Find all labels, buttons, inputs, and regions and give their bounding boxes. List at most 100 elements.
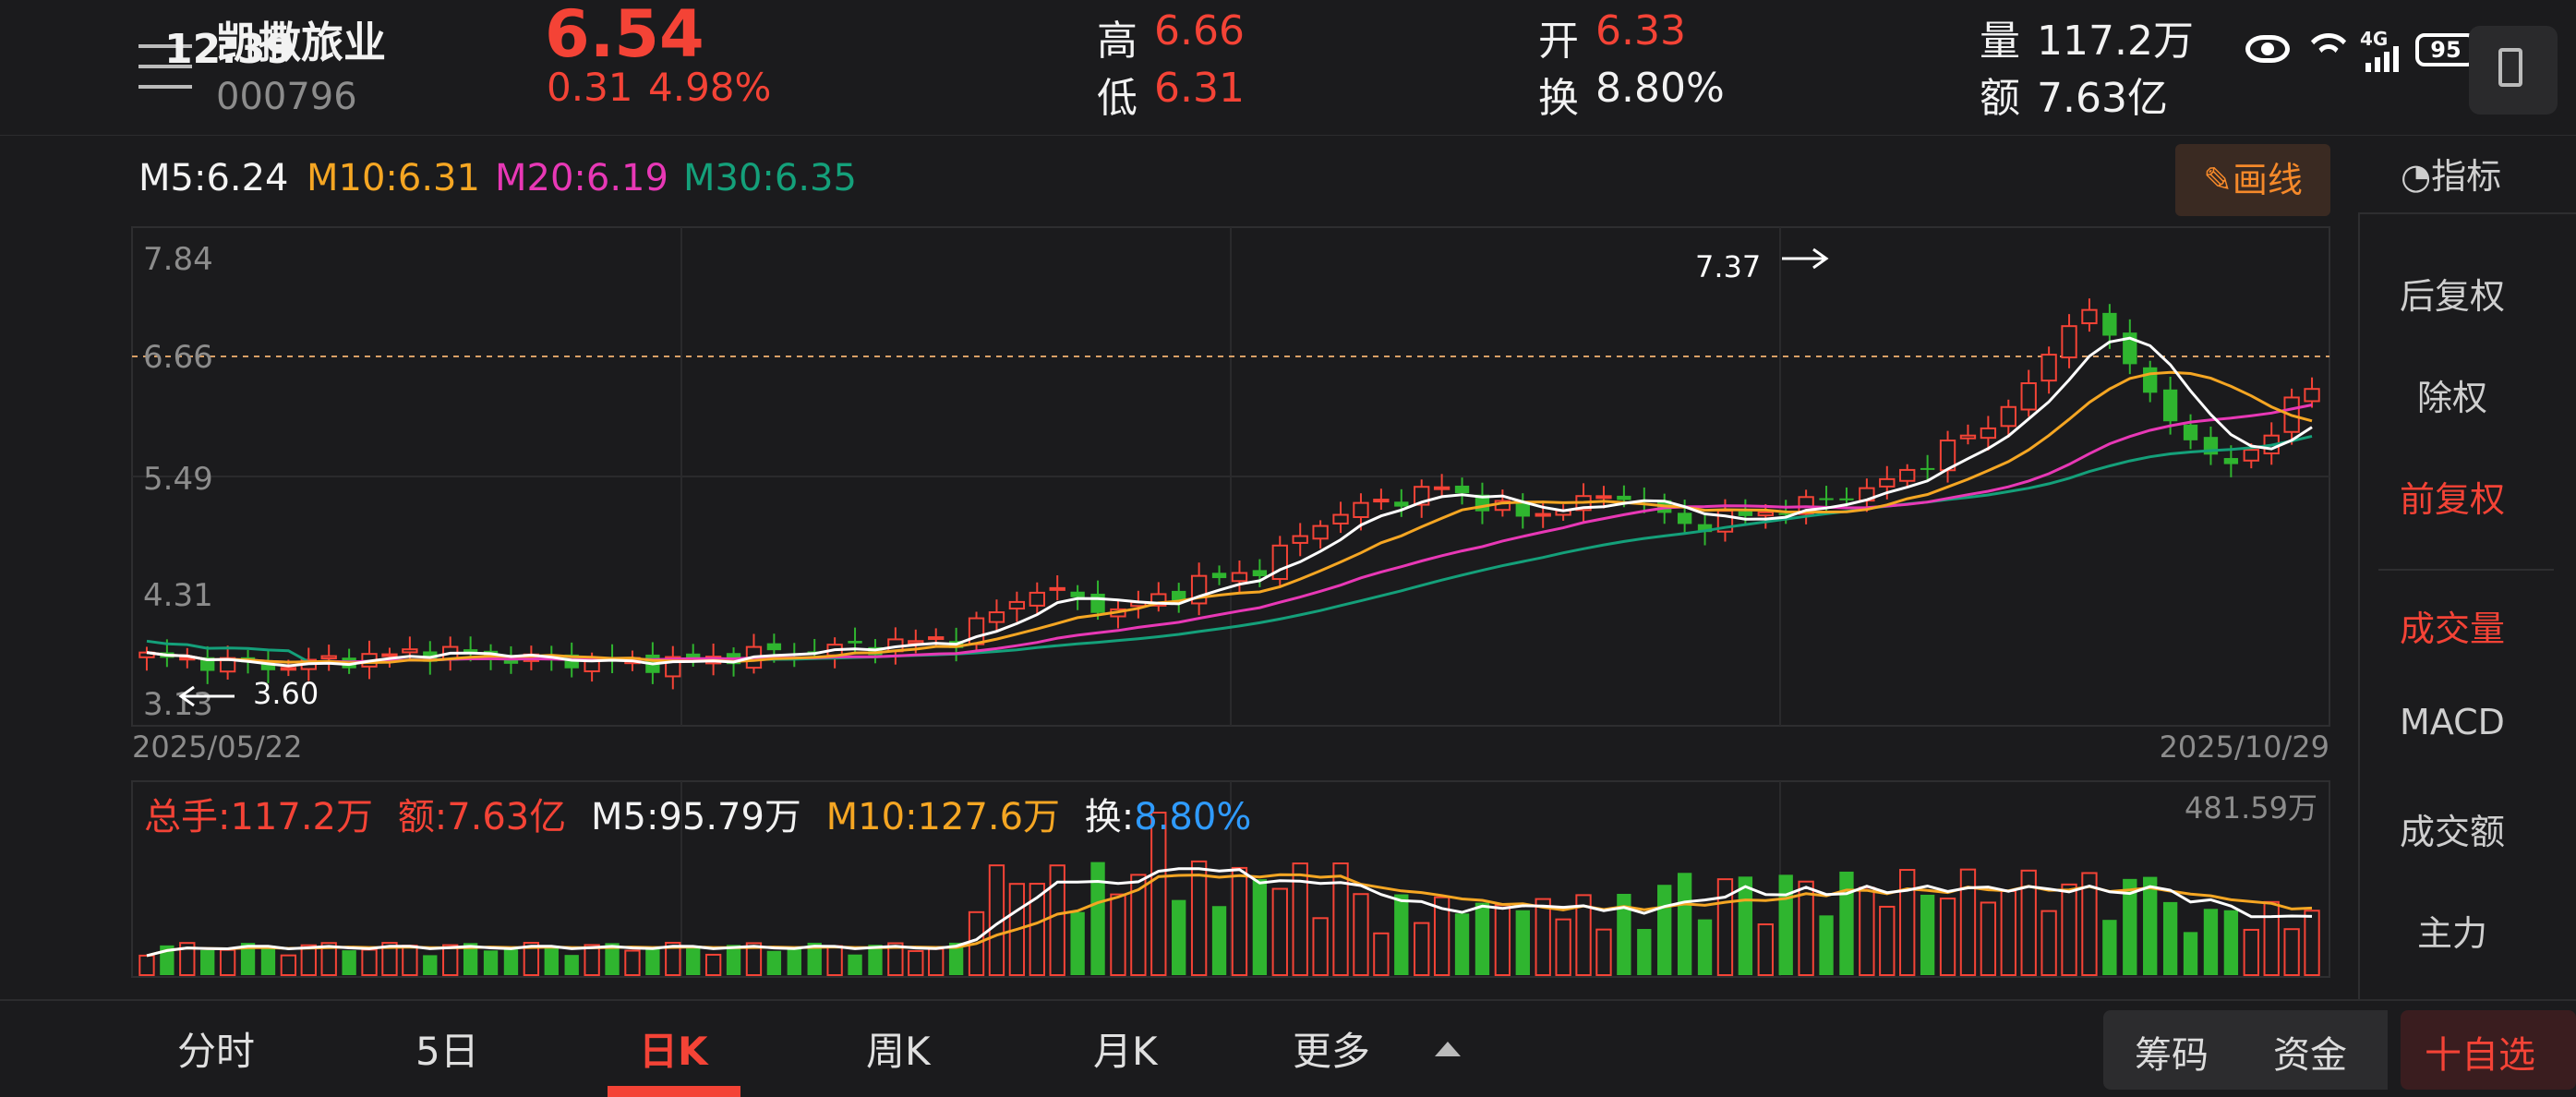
volume-bar (1373, 932, 1390, 976)
pencil-icon: ✎ (2203, 160, 2233, 200)
volume-bar (908, 949, 924, 976)
funds-label: 资金 (2273, 1034, 2347, 1077)
status-time: 12:39 (164, 26, 295, 73)
tab-monthly-k[interactable]: 月K (1093, 1029, 1158, 1074)
volume-ma5-line (146, 867, 2313, 958)
volume-bar (200, 949, 215, 975)
volume-bar (1353, 893, 1369, 976)
candle (1980, 427, 1997, 440)
sidebar-divider (2378, 569, 2554, 571)
candle (2040, 354, 2057, 382)
ma20-legend: M20:6.19 (495, 157, 668, 199)
tab-weekly-k[interactable]: 周K (866, 1029, 931, 1074)
volume-bar (1920, 894, 1935, 975)
sidebar-item-main-force[interactable]: 主力 (2416, 913, 2487, 954)
candle (1008, 600, 1026, 610)
draw-line-button[interactable]: ✎画线 (2175, 144, 2330, 216)
volume-bar (342, 950, 356, 975)
volume-bar (2183, 932, 2198, 975)
volume-bar (726, 945, 741, 975)
volume-amount: 额:7.63亿 (397, 796, 567, 838)
candle (1617, 495, 1631, 500)
volume-bar (745, 942, 763, 977)
candle (1433, 486, 1451, 490)
tab-daily-k[interactable]: 日K (639, 1029, 708, 1074)
candle (463, 649, 478, 654)
price-change-pct: 4.98% (648, 65, 772, 110)
candle (1454, 485, 1470, 494)
candle (1252, 570, 1268, 577)
volume-bar (1617, 894, 1631, 975)
volume-m10: M10:127.6万 (825, 796, 1061, 838)
volume-bar (2203, 909, 2219, 975)
ma10-legend: M10:6.31 (307, 157, 480, 199)
candle (908, 640, 924, 645)
current-price: 6.54 (545, 0, 704, 72)
sidebar-item-volume[interactable]: 成交量 (2399, 609, 2505, 649)
volume-bar (1172, 899, 1186, 975)
kline-chart[interactable]: 7.84 6.66 5.49 4.31 3.13 7.37 3.60 2025/… (0, 0, 2576, 1016)
indicator-button[interactable]: ◔指标 (2401, 156, 2502, 197)
volume-bar (1494, 904, 1511, 976)
volume-bar (219, 948, 236, 976)
stock-code: 000796 (216, 76, 357, 118)
volume-bar (807, 942, 822, 975)
turnover-label: 换 (1538, 75, 1579, 122)
candle (1312, 524, 1329, 540)
volume-bar (1090, 862, 1105, 975)
volume-bar (1515, 910, 1530, 975)
volume-bar (361, 948, 378, 976)
volume-bar (240, 943, 256, 975)
caret-up-icon[interactable] (1435, 1042, 1461, 1056)
volume-total: 总手:117.2万 (144, 796, 373, 838)
stock-name: 凯撒旅业 (216, 18, 386, 67)
price-tick-label: 7.84 (143, 241, 213, 278)
candle (1292, 535, 1308, 544)
volume-bar (138, 954, 155, 977)
candle (2081, 308, 2098, 325)
wifi-icon (2305, 30, 2353, 70)
funds-button[interactable] (2249, 1010, 2388, 1090)
volume-bar (1677, 873, 1692, 975)
sidebar-item-macd[interactable]: MACD (2400, 702, 2505, 742)
volume-bar (1070, 911, 1085, 975)
price-tick-label: 4.31 (143, 577, 213, 614)
candle (766, 643, 782, 651)
sidebar-item-amount[interactable]: 成交额 (2399, 812, 2505, 852)
rotate-icon (2498, 48, 2522, 87)
candle (1879, 477, 1896, 488)
tab-active-indicator (608, 1086, 740, 1097)
tab-5day[interactable]: 5日 (415, 1029, 479, 1074)
landscape-toggle-button[interactable] (2469, 26, 2558, 115)
candle (848, 641, 862, 644)
tab-intraday[interactable]: 分时 (177, 1029, 256, 1074)
add-watchlist-button[interactable] (2401, 1010, 2576, 1090)
bottom-divider (0, 999, 2576, 1001)
candle (1899, 468, 1916, 482)
sidebar-item-ex-right[interactable]: 除权 (2416, 378, 2487, 418)
volume-bar (523, 942, 540, 976)
sidebar-item-pre-adjust[interactable]: 前复权 (2399, 479, 2505, 520)
ma5-line (146, 336, 2313, 668)
price-tick-label: 3.13 (143, 686, 213, 723)
volume-bar (1110, 893, 1126, 977)
menu-icon[interactable] (138, 37, 192, 92)
volume-bar (2040, 910, 2057, 976)
candle (503, 659, 519, 664)
eye-icon (2245, 35, 2290, 63)
volume-bar (1879, 905, 1896, 976)
volume-bar (704, 953, 722, 977)
volume-bar (320, 942, 337, 976)
volume-bar (1475, 902, 1490, 975)
price-change: 0.31 (547, 65, 633, 110)
tab-more[interactable]: 更多 (1293, 1029, 1371, 1074)
volume-bar (1899, 869, 1916, 976)
volume-bar (1433, 896, 1451, 977)
volume-bar (1839, 871, 1854, 975)
volume-bar (483, 950, 499, 975)
sidebar-item-post-adjust[interactable]: 后复权 (2399, 276, 2505, 317)
candle (1697, 524, 1713, 533)
volume-max-label: 481.59万 (2185, 790, 2317, 826)
volume-legend: 总手:117.2万 额:7.63亿 M5:95.79万 M10:127.6万 换… (144, 787, 1251, 840)
volume-bar (1454, 913, 1470, 975)
